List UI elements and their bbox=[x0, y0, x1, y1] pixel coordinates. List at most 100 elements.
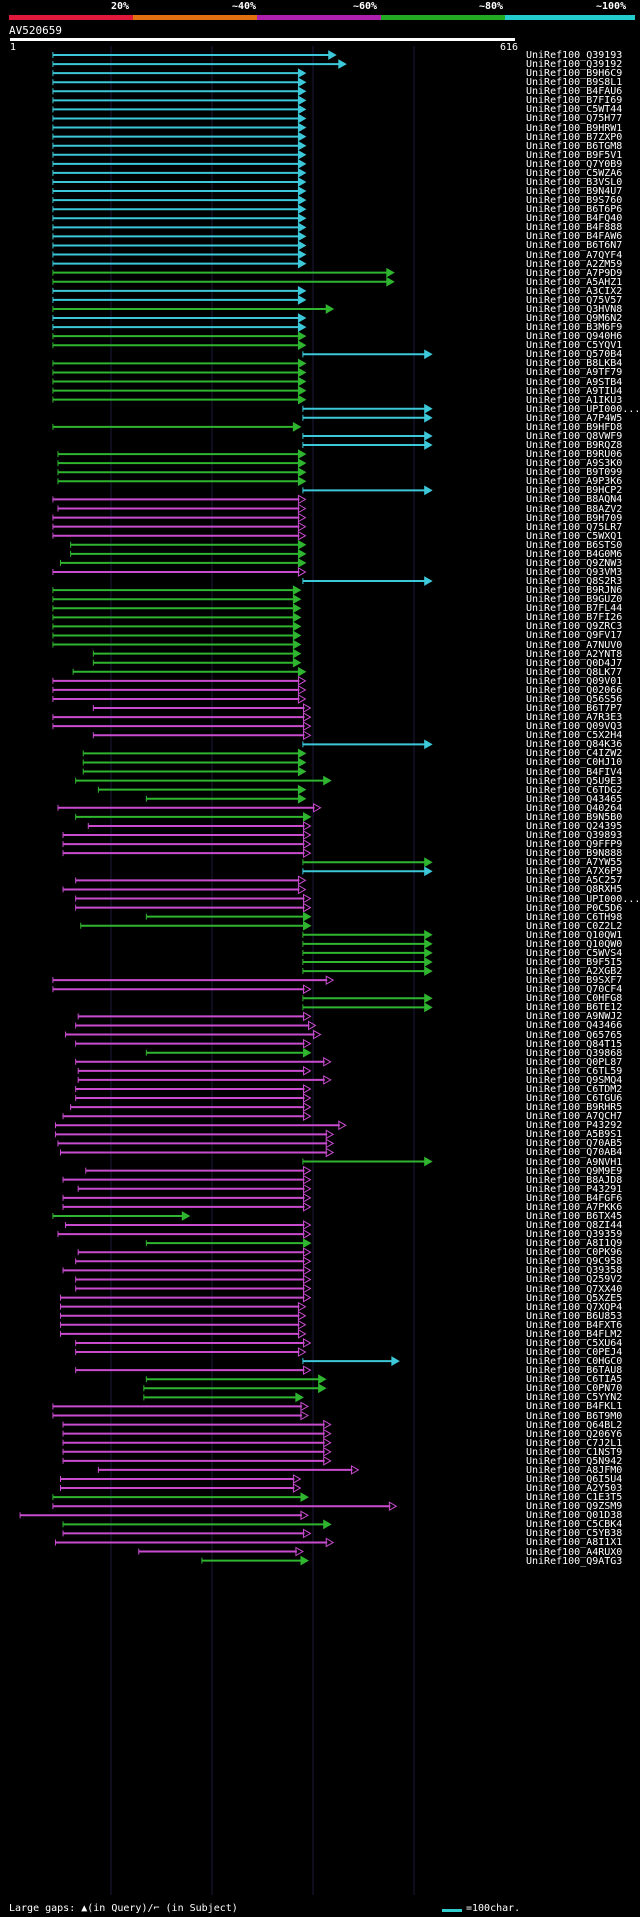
hit-label[interactable]: UniRef100_B8AZV2 bbox=[526, 503, 623, 515]
hit-label[interactable]: UniRef100_Q75LR7 bbox=[526, 521, 623, 533]
hit-label[interactable]: UniRef100_A1IKU3 bbox=[526, 394, 623, 406]
hit-label[interactable]: UniRef100_Q84T15 bbox=[526, 1038, 623, 1050]
hit-label[interactable]: UniRef100_Q43465 bbox=[526, 793, 623, 805]
hit-label[interactable]: UniRef100_B7FL44 bbox=[526, 603, 623, 615]
hit-label[interactable]: UniRef100_C6TL59 bbox=[526, 1065, 623, 1077]
hit-label[interactable]: UniRef100_A5B9S1 bbox=[526, 1129, 623, 1141]
hit-label[interactable]: UniRef100_C0PN70 bbox=[526, 1383, 623, 1395]
hit-label[interactable]: UniRef100_B6T9M0 bbox=[526, 1410, 623, 1422]
hit-label[interactable]: UniRef100_Q40264 bbox=[526, 802, 623, 814]
hit-label[interactable]: UniRef100_Q09VQ3 bbox=[526, 721, 623, 733]
hit-label[interactable]: UniRef100_C6TIA5 bbox=[526, 1374, 623, 1386]
hit-label[interactable]: UniRef100_C6TDG2 bbox=[526, 784, 623, 796]
hit-label[interactable]: UniRef100_A8JFM0 bbox=[526, 1464, 623, 1476]
hit-label[interactable]: UniRef100_B9T099 bbox=[526, 467, 623, 479]
hit-label[interactable]: UniRef100_A7PKK6 bbox=[526, 1201, 623, 1213]
hit-label[interactable]: UniRef100_Q3HVN8 bbox=[526, 303, 623, 315]
hit-label[interactable]: UniRef100_Q70AB4 bbox=[526, 1147, 623, 1159]
hit-label[interactable]: UniRef100_C0HGC0 bbox=[526, 1356, 623, 1368]
hit-label[interactable]: UniRef100_Q9FFP9 bbox=[526, 839, 623, 851]
hit-label[interactable]: UniRef100_B9F5V1 bbox=[526, 149, 623, 161]
hit-label[interactable]: UniRef100_Q8LK77 bbox=[526, 666, 623, 678]
hit-label[interactable]: UniRef100_B6TE12 bbox=[526, 1002, 623, 1014]
hit-label[interactable]: UniRef100_Q24395 bbox=[526, 820, 623, 832]
hit-label[interactable]: UniRef100_B9RQZ8 bbox=[526, 440, 623, 451]
hit-label[interactable]: UniRef100_B6STS0 bbox=[526, 539, 623, 551]
hit-label[interactable]: UniRef100_A7YW55 bbox=[526, 857, 623, 869]
hit-label[interactable]: UniRef100_Q70CF4 bbox=[526, 984, 623, 996]
hit-label[interactable]: UniRef100_Q9ZRC3 bbox=[526, 621, 623, 633]
hit-label[interactable]: UniRef100_B9N888 bbox=[526, 848, 623, 860]
hit-label[interactable]: UniRef100_C5YQV1 bbox=[526, 340, 623, 352]
hit-label[interactable]: UniRef100_B8AQN4 bbox=[526, 494, 623, 506]
hit-label[interactable]: UniRef100_A8I1X1 bbox=[526, 1537, 623, 1549]
hit-label[interactable]: UniRef100_C0PEJ4 bbox=[526, 1347, 623, 1358]
hit-label[interactable]: UniRef100_A9P3K6 bbox=[526, 476, 623, 488]
hit-label[interactable]: UniRef100_C5WVS4 bbox=[526, 947, 623, 959]
hit-label[interactable]: UniRef100_A7P4W5 bbox=[526, 412, 623, 424]
hit-label[interactable]: UniRef100_A9NVH1 bbox=[526, 1156, 623, 1168]
hit-label[interactable]: UniRef100_C5XU64 bbox=[526, 1337, 623, 1349]
hit-label[interactable]: UniRef100_A9TIU4 bbox=[526, 385, 623, 397]
hit-label[interactable]: UniRef100_B4FXT6 bbox=[526, 1319, 623, 1331]
hit-label[interactable]: UniRef100_B6T6N7 bbox=[526, 240, 623, 252]
hit-label[interactable]: UniRef100_Q93VM3 bbox=[526, 566, 623, 578]
hit-label[interactable]: UniRef100_Q84K36 bbox=[526, 739, 623, 751]
hit-label[interactable]: UniRef100_Q56S56 bbox=[526, 693, 623, 705]
hit-label[interactable]: UniRef100_B3VSL0 bbox=[526, 176, 623, 188]
hit-label[interactable]: UniRef100_B7FI69 bbox=[526, 95, 623, 107]
hit-label[interactable]: UniRef100_B9RHR5 bbox=[526, 1102, 623, 1114]
hit-label[interactable]: UniRef100_A9TF79 bbox=[526, 367, 623, 379]
hit-label[interactable]: UniRef100_Q9ATG3 bbox=[526, 1555, 623, 1567]
hit-label[interactable]: UniRef100_Q0D4J7 bbox=[526, 657, 623, 669]
hit-label[interactable]: UniRef100_C6TGU6 bbox=[526, 1093, 623, 1105]
hit-label[interactable]: UniRef100_B9S760 bbox=[526, 195, 623, 207]
hit-label[interactable]: UniRef100_C1E3T5 bbox=[526, 1492, 623, 1504]
hit-label[interactable]: UniRef100_UPI000... bbox=[526, 403, 640, 415]
hit-label[interactable]: UniRef100_B4FGF6 bbox=[526, 1192, 623, 1204]
hit-label[interactable]: UniRef100_Q9SMQ4 bbox=[526, 1074, 623, 1086]
hit-label[interactable]: UniRef100_Q39893 bbox=[526, 830, 623, 842]
hit-label[interactable]: UniRef100_B9N4U7 bbox=[526, 186, 623, 198]
hit-label[interactable]: UniRef100_Q10QW1 bbox=[526, 929, 623, 941]
hit-label[interactable]: UniRef100_B4G0M6 bbox=[526, 548, 623, 560]
hit-label[interactable]: UniRef100_A2YNT8 bbox=[526, 648, 623, 660]
hit-label[interactable]: UniRef100_P43291 bbox=[526, 1183, 623, 1195]
hit-label[interactable]: UniRef100_B9SXF7 bbox=[526, 975, 623, 987]
hit-label[interactable]: UniRef100_UPI000... bbox=[526, 893, 640, 905]
hit-label[interactable]: UniRef100_C4IZW2 bbox=[526, 748, 623, 760]
hit-label[interactable]: UniRef100_B9S8L1 bbox=[526, 77, 623, 89]
hit-label[interactable]: UniRef100_P0C5D6 bbox=[526, 902, 623, 914]
hit-label[interactable]: UniRef100_A5AHZ1 bbox=[526, 276, 623, 288]
hit-label[interactable]: UniRef100_B4FLM2 bbox=[526, 1328, 623, 1340]
hit-label[interactable]: UniRef100_Q7Y0B9 bbox=[526, 158, 623, 170]
hit-label[interactable]: UniRef100_C0Z2L2 bbox=[526, 920, 623, 932]
hit-label[interactable]: UniRef100_C0PK96 bbox=[526, 1247, 623, 1259]
hit-label[interactable]: UniRef100_B4FIV4 bbox=[526, 766, 623, 778]
hit-label[interactable]: UniRef100_Q9ZSM9 bbox=[526, 1501, 623, 1513]
hit-label[interactable]: UniRef100_B4FAW6 bbox=[526, 231, 623, 243]
hit-label[interactable]: UniRef100_B6T6P6 bbox=[526, 204, 623, 216]
hit-label[interactable]: UniRef100_C6TH98 bbox=[526, 911, 623, 923]
hit-label[interactable]: UniRef100_C5WXQ1 bbox=[526, 530, 623, 542]
hit-label[interactable]: UniRef100_B7ZXP0 bbox=[526, 131, 623, 143]
hit-label[interactable]: UniRef100_B9F5I5 bbox=[526, 957, 623, 968]
hit-label[interactable]: UniRef100_C5YB38 bbox=[526, 1528, 623, 1540]
hit-label[interactable]: UniRef100_A2XGB2 bbox=[526, 966, 623, 978]
hit-label[interactable]: UniRef100_B4F888 bbox=[526, 222, 623, 234]
hit-label[interactable]: UniRef100_B8LKB4 bbox=[526, 358, 623, 370]
hit-label[interactable]: UniRef100_B9HCP2 bbox=[526, 485, 623, 497]
hit-label[interactable]: UniRef100_A8I1Q9 bbox=[526, 1238, 623, 1250]
hit-label[interactable]: UniRef100_Q570B4 bbox=[526, 349, 623, 361]
hit-label[interactable]: UniRef100_Q02066 bbox=[526, 684, 623, 696]
hit-label[interactable]: UniRef100_A5C257 bbox=[526, 875, 623, 887]
hit-label[interactable]: UniRef100_A7P9D9 bbox=[526, 267, 623, 279]
hit-label[interactable]: UniRef100_C5WT44 bbox=[526, 104, 623, 116]
hit-label[interactable]: UniRef100_C0HFG8 bbox=[526, 993, 623, 1005]
hit-label[interactable]: UniRef100_Q5U9E3 bbox=[526, 775, 623, 787]
hit-label[interactable]: UniRef100_B8AJD8 bbox=[526, 1174, 623, 1186]
hit-label[interactable]: UniRef100_B6U853 bbox=[526, 1310, 623, 1322]
hit-label[interactable]: UniRef100_Q8S2R3 bbox=[526, 576, 623, 588]
hit-label[interactable]: UniRef100_B4FQ40 bbox=[526, 213, 623, 225]
hit-label[interactable]: UniRef100_Q5N942 bbox=[526, 1455, 623, 1467]
